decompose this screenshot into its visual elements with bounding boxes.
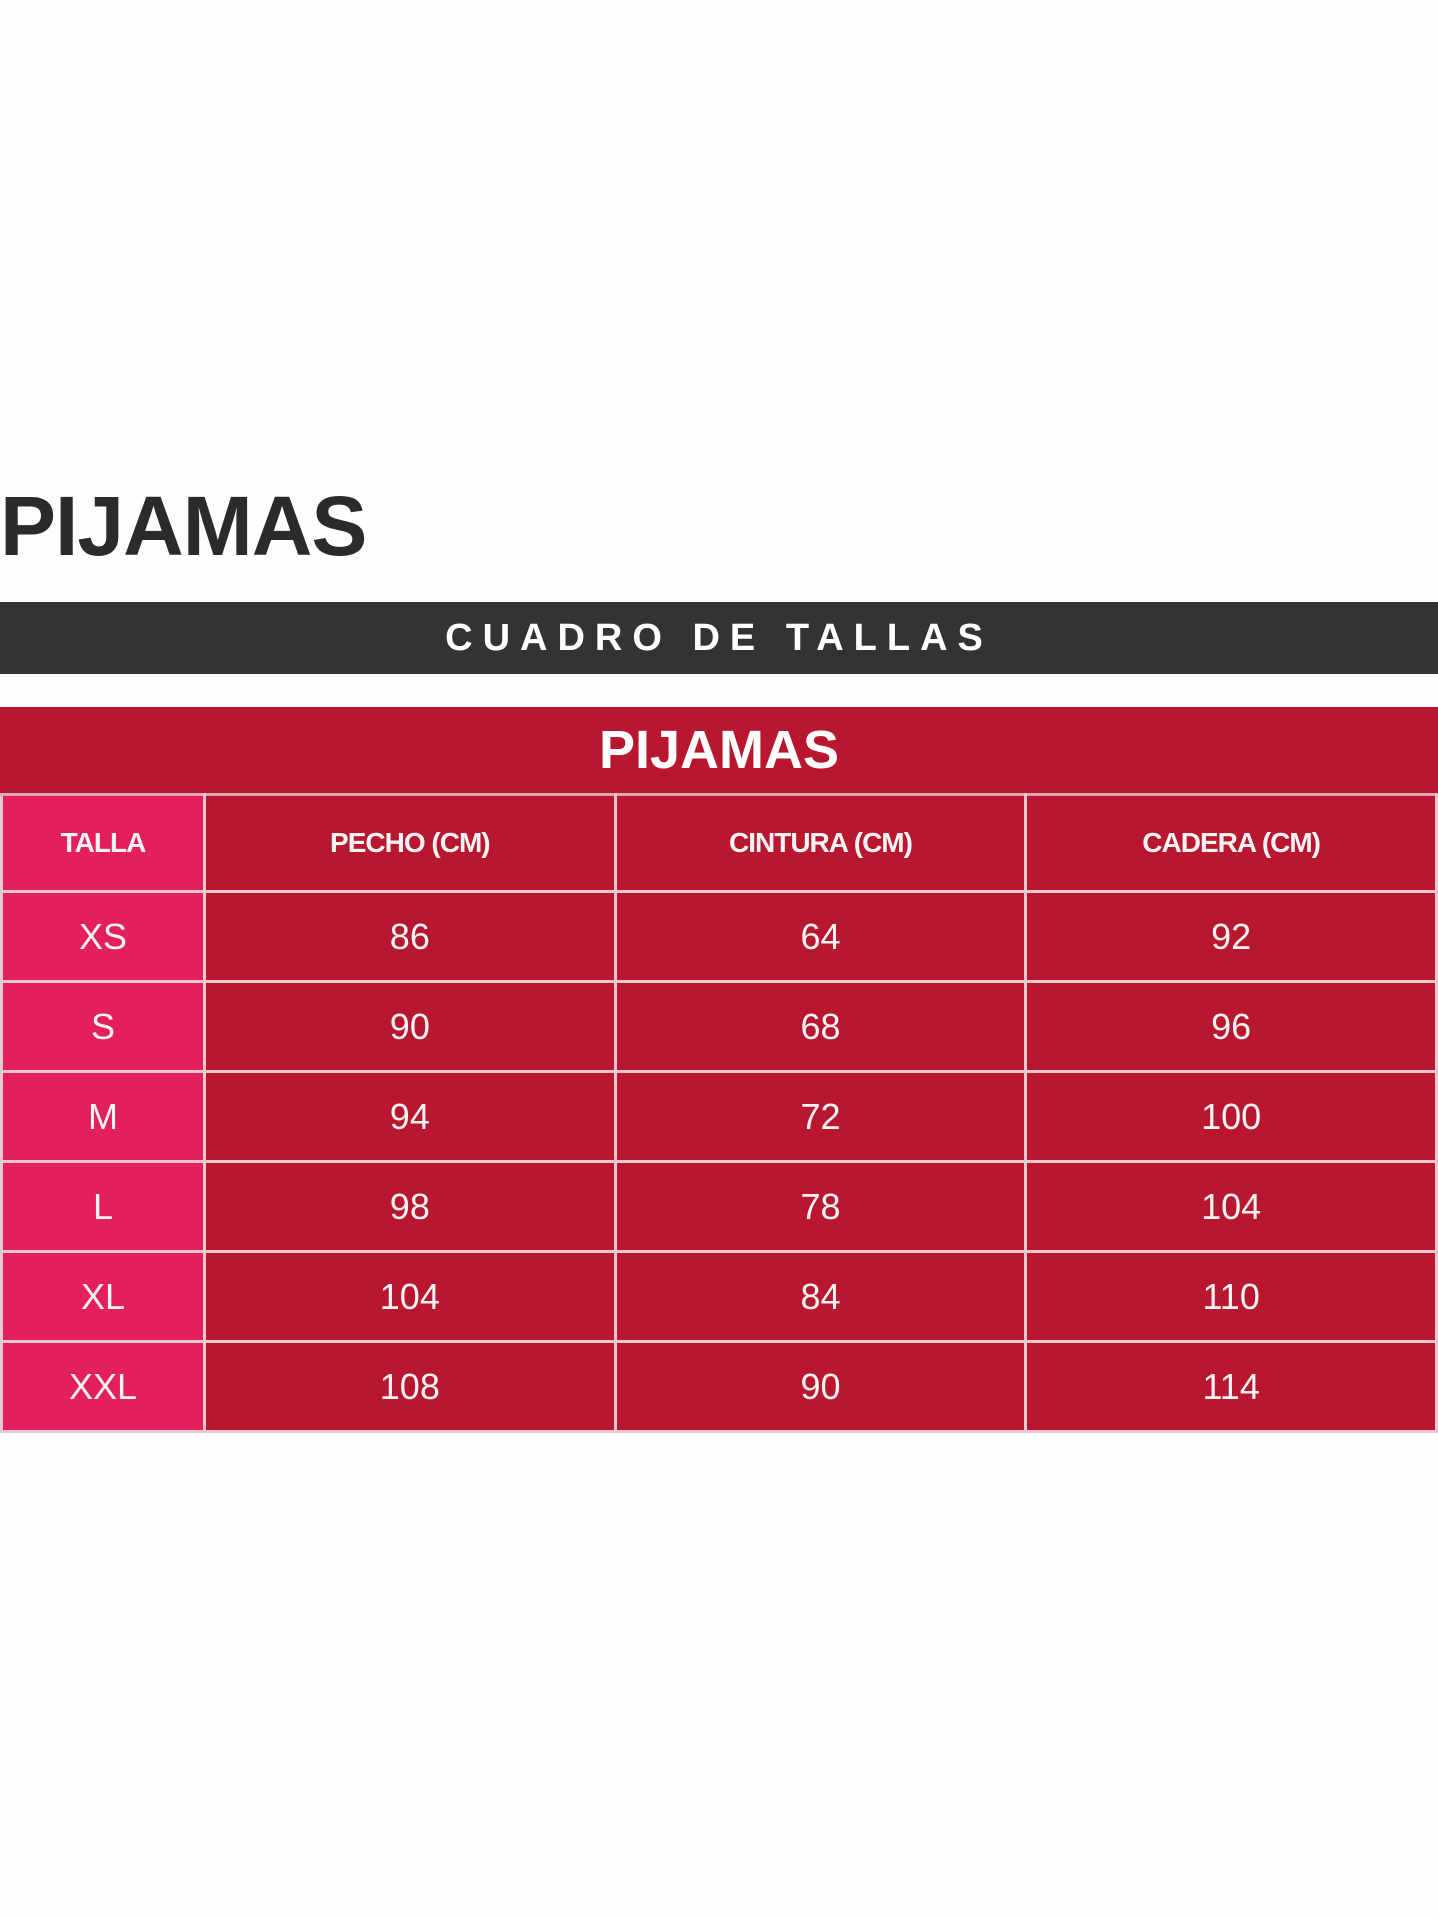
table-row: S 90 68 96 (0, 980, 1438, 1073)
table-title: PIJAMAS (0, 707, 1438, 793)
table-row: XL 104 84 110 (0, 1250, 1438, 1343)
page-heading: PIJAMAS (0, 479, 367, 573)
cell-hip: 92 (1024, 890, 1438, 983)
cell-waist: 72 (613, 1070, 1028, 1163)
size-table: TALLA PECHO (CM) CINTURA (CM) CADERA (CM… (0, 793, 1438, 1433)
cell-hip: 100 (1024, 1070, 1438, 1163)
cell-hip: 110 (1024, 1250, 1438, 1343)
cell-chest: 94 (203, 1070, 617, 1163)
header-chest: PECHO (CM) (203, 793, 617, 893)
cell-size: XXL (0, 1340, 206, 1433)
table-row: XS 86 64 92 (0, 890, 1438, 983)
table-row: M 94 72 100 (0, 1070, 1438, 1163)
cell-size: L (0, 1160, 206, 1253)
cell-hip: 96 (1024, 980, 1438, 1073)
cell-size: XS (0, 890, 206, 983)
size-chart-banner: CUADRO DE TALLAS (0, 602, 1438, 674)
cell-waist: 84 (613, 1250, 1028, 1343)
cell-waist: 68 (613, 980, 1028, 1073)
cell-hip: 104 (1024, 1160, 1438, 1253)
cell-chest: 104 (203, 1250, 617, 1343)
table-row: L 98 78 104 (0, 1160, 1438, 1253)
cell-size: S (0, 980, 206, 1073)
header-waist: CINTURA (CM) (613, 793, 1028, 893)
cell-chest: 98 (203, 1160, 617, 1253)
header-size: TALLA (0, 793, 206, 893)
cell-chest: 90 (203, 980, 617, 1073)
cell-waist: 78 (613, 1160, 1028, 1253)
cell-hip: 114 (1024, 1340, 1438, 1433)
table-row: XXL 108 90 114 (0, 1340, 1438, 1433)
header-hip: CADERA (CM) (1024, 793, 1438, 893)
cell-waist: 90 (613, 1340, 1028, 1433)
cell-waist: 64 (613, 890, 1028, 983)
cell-size: XL (0, 1250, 206, 1343)
cell-chest: 108 (203, 1340, 617, 1433)
cell-chest: 86 (203, 890, 617, 983)
cell-size: M (0, 1070, 206, 1163)
table-header-row: TALLA PECHO (CM) CINTURA (CM) CADERA (CM… (0, 793, 1438, 893)
